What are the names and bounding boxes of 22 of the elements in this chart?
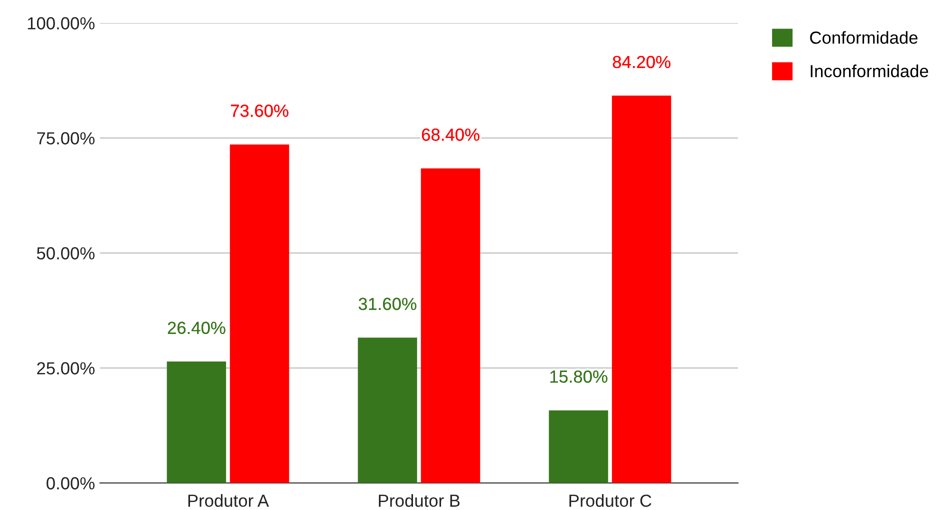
data-label: 26.40% bbox=[168, 322, 226, 334]
bar bbox=[358, 338, 418, 483]
data-label: 68.40% bbox=[422, 128, 480, 141]
bar bbox=[612, 96, 672, 483]
x-tick-label: Produtor A bbox=[188, 494, 269, 507]
y-tick-label: 75.00% bbox=[37, 132, 95, 144]
y-tick-label: 50.00% bbox=[36, 247, 95, 260]
x-tick-label: Produtor B bbox=[378, 494, 460, 507]
bar bbox=[230, 144, 290, 483]
legend-label: Conformidade bbox=[810, 31, 918, 44]
data-label: 31.60% bbox=[358, 298, 416, 310]
bar bbox=[166, 362, 226, 483]
legend-label: Inconformidade bbox=[810, 64, 928, 78]
y-tick-label: 0.00% bbox=[46, 477, 95, 490]
y-tick-label: 100.00% bbox=[28, 17, 95, 30]
data-label: 15.80% bbox=[550, 370, 608, 383]
x-tick-label: Produtor C bbox=[569, 494, 652, 507]
data-label: 84.20% bbox=[612, 56, 670, 68]
data-label: 73.60% bbox=[230, 104, 288, 117]
y-tick-label: 25.00% bbox=[37, 362, 95, 374]
bar bbox=[548, 410, 608, 483]
bar bbox=[420, 168, 480, 483]
